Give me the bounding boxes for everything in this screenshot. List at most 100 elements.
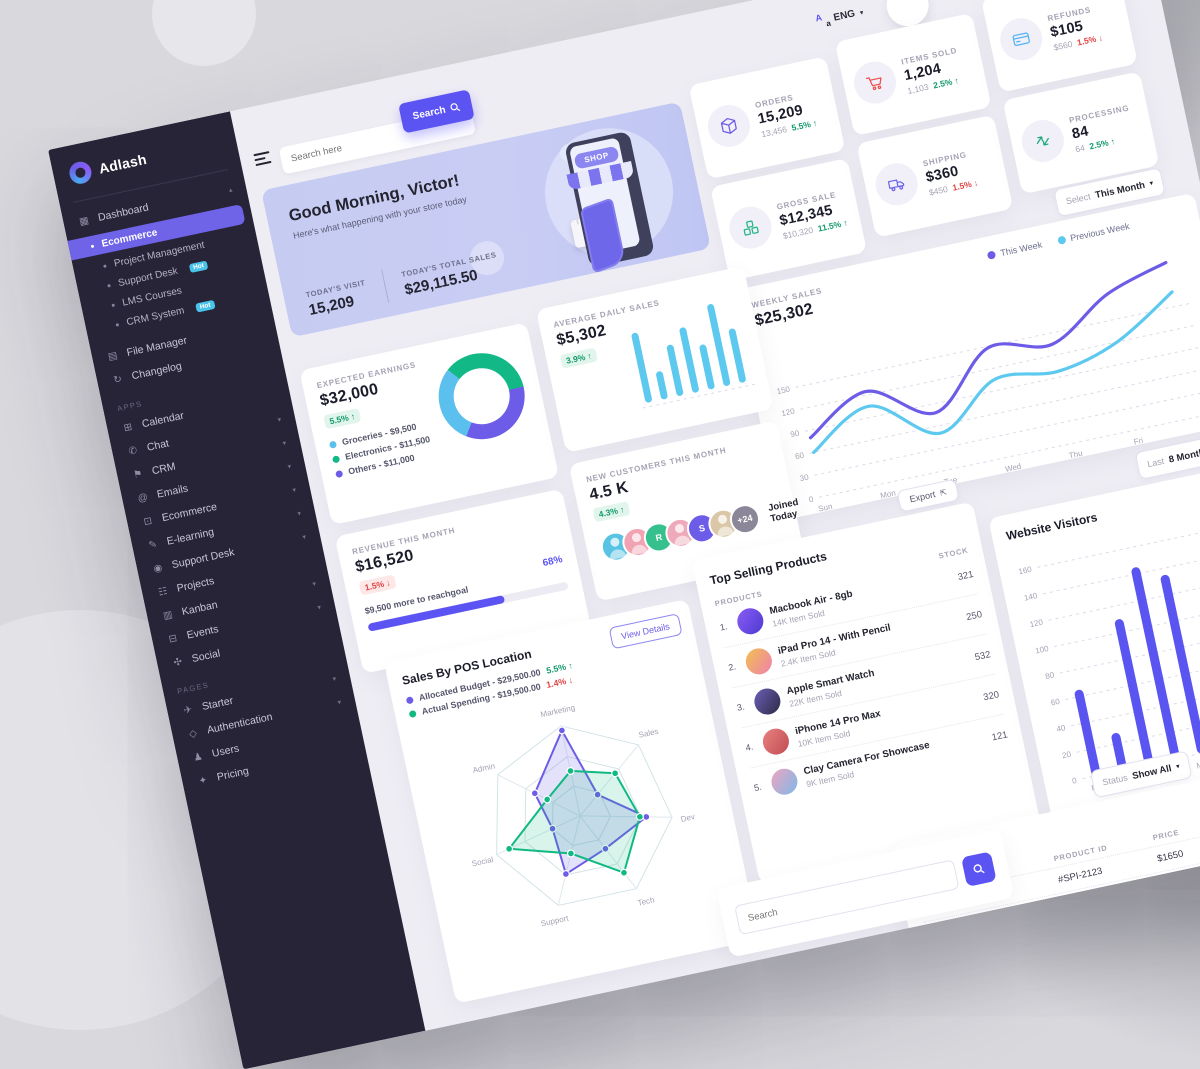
sidebar-item-label: Users [210, 742, 241, 760]
search-button[interactable]: Search [398, 89, 475, 134]
product-search-card [716, 828, 1015, 958]
calendar-icon: ⊞ [122, 421, 134, 434]
svg-text:Admin: Admin [472, 762, 496, 776]
stat-body: SHIPPING $360 $450 1.5% ↓ [922, 149, 979, 197]
select-value: Show All [1131, 762, 1173, 782]
share-icon: ✣ [172, 655, 184, 669]
pos-radar-chart: Marketing Sales Dev Tech Support Social Admin [471, 703, 696, 928]
stat-body: PROCESSING 84 64 2.5% ↑ [1068, 103, 1136, 154]
chevron-down-icon: ▾ [297, 510, 302, 518]
sidebar-item-label: Starter [200, 694, 235, 713]
product-search-button[interactable] [961, 851, 997, 887]
chevron-down-icon: ▾ [1149, 180, 1155, 188]
chevron-down-icon: ▾ [287, 463, 292, 472]
stat-body: ITEMS SOLD 1,204 1,103 2.5% ↑ [900, 45, 964, 95]
pos-location-card: Sales By POS Location View Details Alloc… [384, 598, 760, 1004]
product-stock: 320 [982, 688, 1001, 703]
sidebar-item-label: Kanban [180, 598, 219, 619]
product-stock: 250 [965, 608, 984, 623]
hot-badge: Hot [194, 299, 216, 313]
svg-text:Mon: Mon [879, 488, 896, 500]
product-thumbnail [760, 726, 792, 758]
legend-dot [334, 469, 344, 478]
logo-icon [67, 159, 94, 186]
cart-icon: ⊡ [142, 515, 154, 528]
svg-text:20: 20 [1061, 750, 1072, 761]
stat-body: GROSS SALE $12,345 $10,320 11.5% ↑ [776, 189, 849, 241]
search-button-label: Search [411, 104, 447, 122]
expected-earnings-card: EXPECTED EARNINGS $32,000 5.5% ↑ Groceri… [299, 322, 560, 526]
chat-icon: ✆ [127, 444, 139, 458]
stat-previous: 1,103 [906, 81, 930, 96]
process-arrows-icon [1017, 116, 1068, 166]
svg-text:Sun: Sun [817, 502, 833, 514]
tag-icon: ✦ [197, 774, 209, 787]
legend-dot [405, 695, 414, 704]
headset-icon: ◉ [152, 562, 164, 575]
svg-text:120: 120 [781, 406, 796, 418]
legend-dot [328, 440, 338, 449]
chevron-up-icon[interactable]: ▴ [228, 186, 234, 195]
stat-body: REFUNDS $105 $560 1.5% ↓ [1047, 4, 1104, 53]
hot-badge: Hot [188, 259, 209, 273]
shield-icon: ◇ [188, 727, 198, 740]
product-stock: 532 [973, 648, 992, 663]
product-thumbnail [734, 605, 766, 637]
user-icon: ♟ [192, 750, 204, 764]
divider [380, 269, 390, 303]
svg-text:60: 60 [794, 450, 805, 461]
sidebar-item-label: Social [190, 647, 222, 666]
product-rank: 2. [727, 661, 737, 673]
delta-badge: 1.5% ↓ [358, 574, 397, 596]
svg-text:100: 100 [1034, 644, 1049, 656]
delta-badge: 3.9% ↑ [559, 347, 598, 369]
truck-icon [871, 159, 922, 210]
svg-text:0: 0 [808, 494, 815, 504]
cube-icon [703, 101, 754, 151]
svg-text:Thu: Thu [1068, 449, 1083, 461]
select-prefix: Last [1146, 455, 1166, 470]
folder-icon: ▤ [106, 349, 119, 363]
product-thumbnail [751, 686, 783, 717]
boxes-icon [725, 202, 776, 253]
stat-card-refunds: REFUNDS $105 $560 1.5% ↓ [980, 0, 1138, 93]
weekly-line-chart: 1501209060300SunMonTueWedThuFri [776, 260, 1200, 514]
product-thumbnail [743, 645, 775, 677]
crm-icon: ⚑ [132, 468, 144, 481]
export-label: Export [908, 489, 937, 505]
svg-text:Social: Social [471, 855, 494, 868]
visitors-bar-chart: 160140120100806040200FebMarAprMayJun [1018, 522, 1200, 793]
stat-card-items-sold: ITEMS SOLD 1,204 1,103 2.5% ↑ [834, 12, 992, 136]
banner-stats: TODAY'S VISIT 15,209 TODAY'S TOTAL SALES… [304, 245, 502, 319]
sidebar-item-label: Events [185, 623, 220, 642]
sidebar-item-label: Pricing [215, 764, 250, 784]
product-rank: 1. [718, 621, 729, 633]
product-stock: 321 [956, 568, 975, 583]
svg-text:30: 30 [799, 472, 810, 483]
sidebar-item-label: Emails [155, 482, 190, 501]
sidebar-item-label: CRM [150, 460, 177, 478]
chevron-down-icon: ▾ [316, 604, 322, 612]
stat-cards: ORDERS 15,209 13,456 5.5% ↑ ITEMS SOLD 1,204 1… [48, 0, 1160, 282]
dashboard-page: Adlash ▦ Dashboard ▴ Ecommerce Project Ma… [48, 0, 1200, 1069]
chevron-down-icon: ▾ [292, 486, 297, 495]
joined-today-label: Joined Today [767, 496, 800, 525]
svg-text:Sales: Sales [638, 727, 659, 740]
chevron-down-icon: ▾ [277, 416, 282, 425]
language-label: ENG [832, 8, 857, 24]
chevron-down-icon: ▾ [1175, 763, 1181, 771]
slide [579, 197, 626, 274]
product-rank: 3. [736, 701, 746, 713]
bullet-icon [107, 283, 111, 288]
cart-icon [850, 57, 900, 108]
chevron-down-icon: ▾ [282, 439, 287, 448]
export-icon: ⇱ [939, 487, 948, 498]
menu-toggle-icon[interactable] [253, 148, 272, 169]
sidebar-item-label: Projects [175, 575, 216, 595]
select-prefix: Status [1101, 772, 1129, 788]
layers-icon: ☷ [157, 585, 169, 599]
svg-text:Tech: Tech [637, 895, 655, 907]
stat-body: ORDERS 15,209 13,456 5.5% ↑ [754, 89, 818, 138]
sidebar-item-label: Chat [145, 437, 171, 454]
